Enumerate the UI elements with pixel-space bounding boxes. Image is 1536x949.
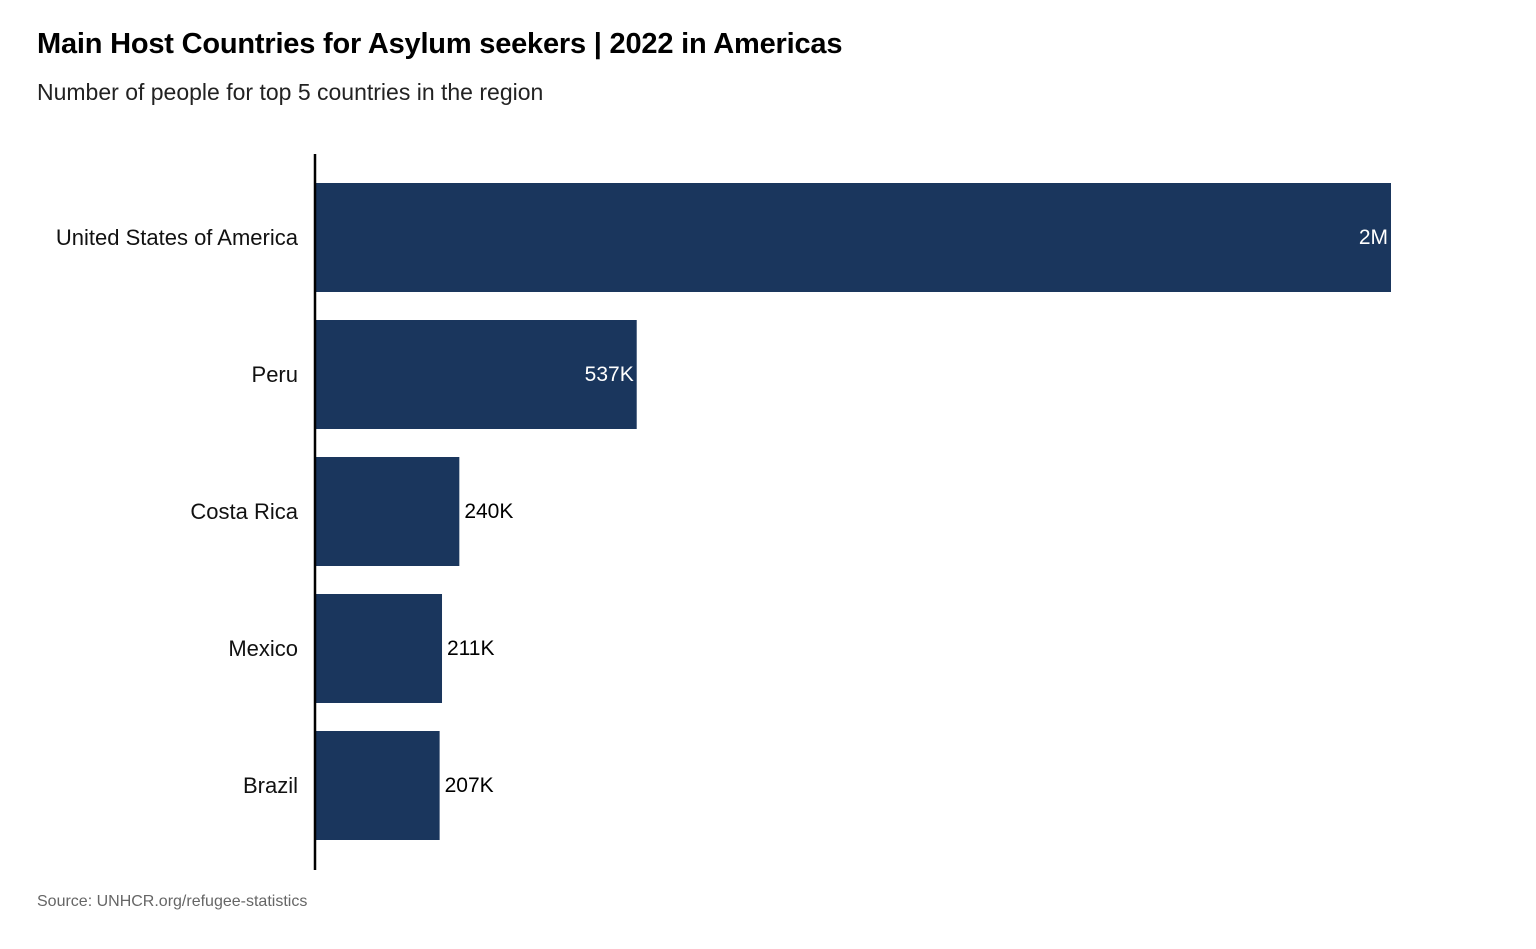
bars-layer (316, 183, 1391, 840)
value-label: 211K (447, 637, 495, 660)
bar (316, 731, 440, 840)
labels-layer: United States of America 2M Peru 537K Costa … (56, 225, 1388, 798)
category-label: Mexico (228, 636, 298, 661)
bar (316, 457, 460, 566)
category-label: Peru (252, 362, 298, 387)
chart-source: Source: UNHCR.org/refugee-statistics (37, 893, 308, 910)
bar (316, 183, 1391, 292)
chart-title: Main Host Countries for Asylum seekers |… (37, 28, 843, 60)
bar (316, 320, 637, 429)
value-label: 2M (1359, 226, 1388, 249)
bar (316, 594, 443, 703)
category-label: United States of America (56, 225, 299, 250)
category-label: Costa Rica (190, 499, 298, 524)
chart-subtitle: Number of people for top 5 countries in … (37, 79, 544, 105)
value-label: 240K (464, 500, 513, 523)
value-label: 207K (445, 774, 494, 797)
value-label: 537K (585, 363, 634, 386)
category-label: Brazil (243, 773, 298, 798)
